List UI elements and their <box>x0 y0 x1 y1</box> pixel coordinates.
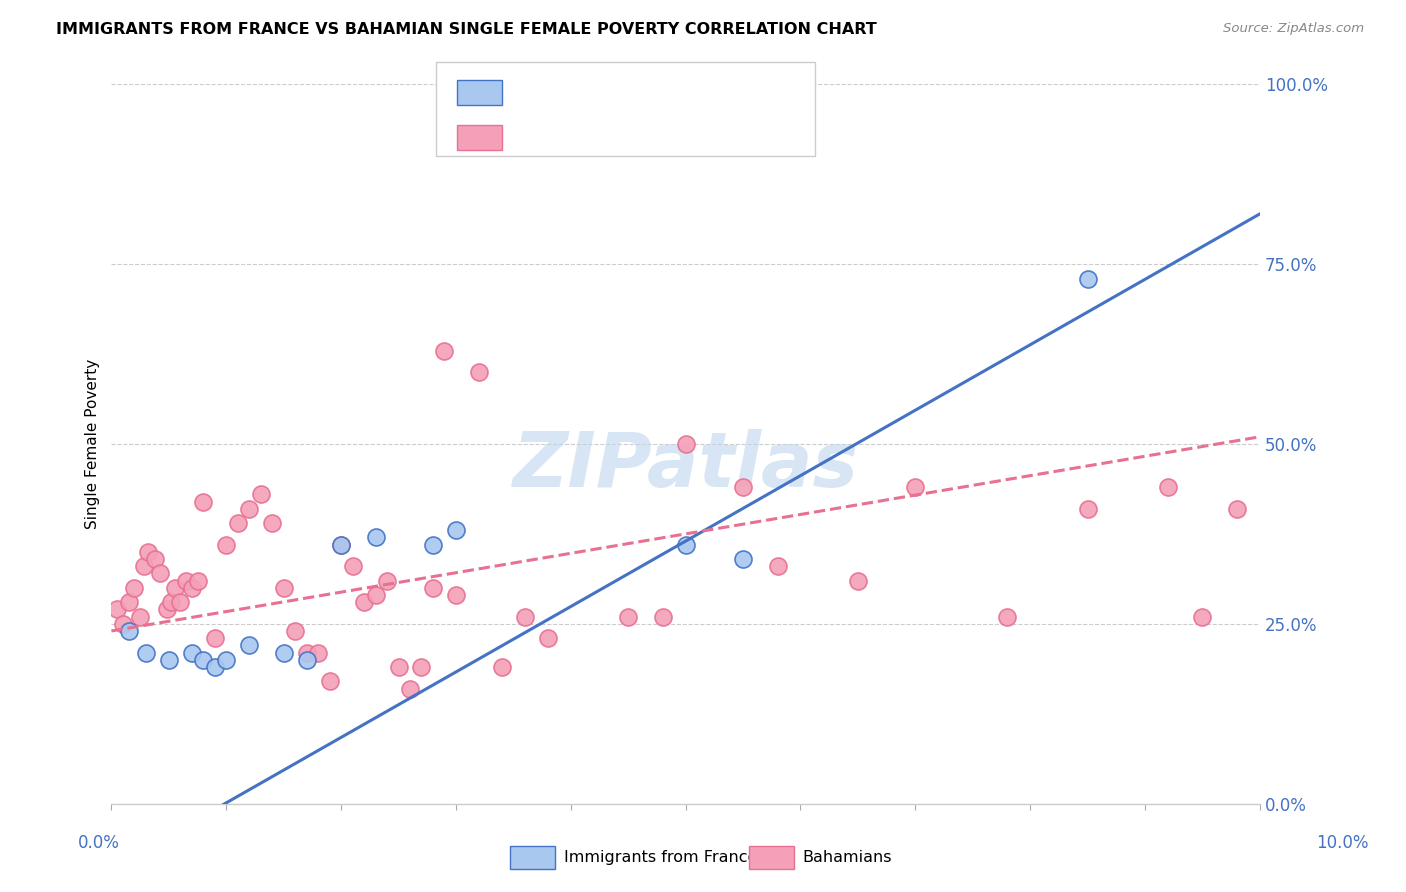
Point <box>1226 501 1249 516</box>
Y-axis label: Single Female Poverty: Single Female Poverty <box>86 359 100 529</box>
Point <box>617 609 640 624</box>
Point <box>330 538 353 552</box>
Point <box>422 581 444 595</box>
Point <box>136 545 159 559</box>
Point <box>124 581 146 595</box>
Point <box>117 595 139 609</box>
Point <box>129 609 152 624</box>
Point <box>307 646 329 660</box>
Point <box>238 501 260 516</box>
Point <box>318 674 340 689</box>
Point <box>105 602 128 616</box>
Point <box>766 559 789 574</box>
Point <box>411 660 433 674</box>
Point <box>160 595 183 609</box>
Point <box>731 480 754 494</box>
Point <box>537 631 560 645</box>
Point <box>1157 480 1180 494</box>
Point <box>675 538 697 552</box>
Text: Immigrants from France: Immigrants from France <box>564 850 758 864</box>
Point <box>180 581 202 595</box>
Point <box>364 531 387 545</box>
Point <box>215 538 238 552</box>
Point <box>132 559 155 574</box>
Point <box>846 574 869 588</box>
Point <box>491 660 513 674</box>
Text: 10.0%: 10.0% <box>1316 834 1369 852</box>
Point <box>444 588 467 602</box>
Point <box>468 365 491 379</box>
Point <box>180 646 202 660</box>
Point <box>273 646 295 660</box>
Point <box>444 524 467 538</box>
Point <box>193 494 215 508</box>
Point <box>204 660 226 674</box>
Point <box>353 595 375 609</box>
Point <box>215 653 238 667</box>
Point <box>155 602 177 616</box>
Point <box>1077 271 1099 285</box>
Text: Source: ZipAtlas.com: Source: ZipAtlas.com <box>1223 22 1364 36</box>
Point <box>433 343 456 358</box>
Point <box>226 516 249 530</box>
Point <box>111 616 134 631</box>
Point <box>163 581 186 595</box>
Point <box>262 516 284 530</box>
Point <box>1191 609 1213 624</box>
Point <box>187 574 209 588</box>
Point <box>651 609 673 624</box>
Point <box>731 552 754 566</box>
Text: R =  0.425    N =  55: R = 0.425 N = 55 <box>513 128 710 146</box>
Point <box>330 538 353 552</box>
Text: R =  0.614    N =  17: R = 0.614 N = 17 <box>513 84 710 102</box>
Point <box>675 437 697 451</box>
Point <box>295 653 318 667</box>
Point <box>169 595 191 609</box>
Point <box>204 631 226 645</box>
Text: Bahamians: Bahamians <box>803 850 893 864</box>
Text: IMMIGRANTS FROM FRANCE VS BAHAMIAN SINGLE FEMALE POVERTY CORRELATION CHART: IMMIGRANTS FROM FRANCE VS BAHAMIAN SINGL… <box>56 22 877 37</box>
Point <box>387 660 409 674</box>
Point <box>284 624 307 638</box>
Point <box>342 559 364 574</box>
Point <box>157 653 180 667</box>
Point <box>193 653 215 667</box>
Point <box>995 609 1018 624</box>
Point <box>149 566 172 581</box>
Point <box>375 574 398 588</box>
Point <box>513 609 536 624</box>
Point <box>143 552 166 566</box>
Point <box>249 487 271 501</box>
Text: 0.0%: 0.0% <box>77 834 120 852</box>
Point <box>399 681 422 696</box>
Point <box>904 480 927 494</box>
Point <box>238 638 260 652</box>
Point <box>273 581 295 595</box>
Text: ZIPatlas: ZIPatlas <box>513 428 859 502</box>
Point <box>1077 501 1099 516</box>
Point <box>364 588 387 602</box>
Point <box>174 574 197 588</box>
Point <box>135 646 157 660</box>
Point <box>117 624 139 638</box>
Point <box>422 538 444 552</box>
Point <box>295 646 318 660</box>
